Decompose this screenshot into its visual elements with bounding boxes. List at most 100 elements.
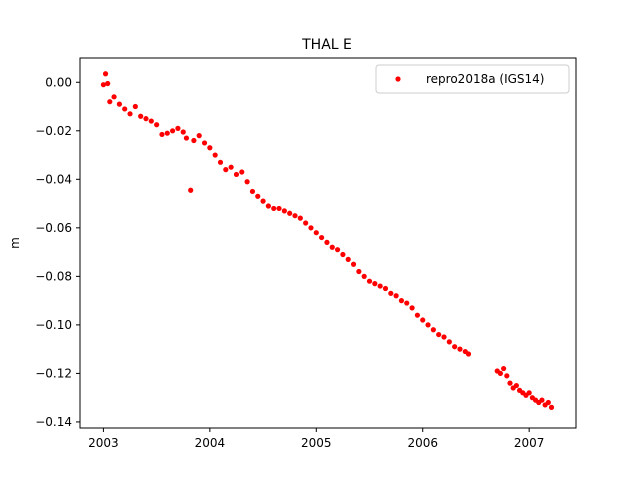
data-point-69 [452, 344, 458, 350]
data-point-42 [308, 225, 314, 231]
legend-marker [395, 76, 401, 82]
data-points [100, 71, 555, 410]
data-point-20 [191, 137, 197, 144]
y-tick-label: −0.14 [35, 415, 72, 429]
data-point-8 [132, 103, 138, 110]
data-point-4 [111, 94, 117, 100]
x-tick-label: 2005 [301, 436, 332, 450]
data-point-61 [409, 305, 415, 311]
y-tick-label: −0.04 [35, 172, 72, 186]
data-point-21 [196, 133, 202, 139]
data-point-48 [340, 251, 346, 258]
data-point-89 [545, 399, 551, 406]
data-point-22 [201, 140, 208, 146]
data-point-35 [271, 205, 277, 212]
data-point-90 [548, 404, 555, 410]
data-point-64 [425, 322, 431, 328]
data-point-13 [159, 131, 165, 138]
y-axis-ticks: 0.00 −0.02 −0.04 −0.06 −0.08 −0.10 −0.12 −0.14 [35, 75, 80, 429]
data-point-53 [366, 278, 373, 284]
x-tick-label: 2006 [407, 436, 438, 450]
data-point-51 [356, 268, 362, 275]
data-point-23 [207, 145, 213, 151]
y-tick-label: −0.12 [35, 366, 72, 380]
data-point-25 [217, 159, 224, 165]
legend-label: repro2018a (IGS14) [426, 72, 544, 86]
y-tick-label: −0.02 [35, 124, 72, 138]
data-point-38 [287, 210, 293, 216]
data-point-39 [292, 213, 298, 219]
data-point-1 [102, 71, 109, 77]
data-point-15 [170, 128, 176, 134]
data-point-54 [372, 281, 378, 287]
x-tick-label: 2003 [88, 436, 119, 450]
data-point-76 [504, 373, 510, 379]
data-point-17 [180, 129, 186, 135]
chart-title: THAL E [301, 37, 352, 53]
data-point-47 [334, 247, 341, 253]
data-point-40 [297, 215, 303, 221]
y-tick-label: −0.06 [35, 221, 72, 235]
data-point-30 [244, 179, 250, 185]
data-point-43 [313, 230, 319, 236]
data-point-46 [329, 244, 335, 250]
data-point-36 [276, 205, 282, 212]
data-point-33 [260, 198, 266, 204]
legend-box [375, 64, 570, 94]
data-point-6 [122, 106, 128, 112]
data-point-0 [100, 82, 107, 88]
data-point-60 [404, 300, 410, 306]
data-point-29 [239, 169, 245, 175]
data-point-31 [249, 188, 256, 195]
y-tick-label: 0.00 [45, 75, 72, 89]
data-point-3 [107, 99, 113, 105]
x-axis-ticks: 2003 2004 2005 2006 2007 [88, 428, 544, 450]
data-point-49 [345, 256, 351, 262]
x-tick-label: 2007 [514, 436, 545, 450]
data-point-11 [148, 118, 154, 124]
data-point-62 [414, 312, 421, 318]
data-point-55 [377, 283, 383, 289]
y-tick-label: −0.10 [35, 318, 72, 332]
data-point-41 [303, 220, 309, 226]
data-point-37 [281, 208, 287, 214]
data-point-26 [223, 167, 229, 173]
data-point-72 [465, 351, 472, 357]
data-point-45 [324, 239, 330, 245]
data-point-27 [228, 164, 234, 170]
data-point-14 [164, 130, 170, 136]
data-point-56 [382, 285, 389, 292]
data-point-58 [393, 293, 399, 299]
data-point-34 [265, 203, 271, 209]
data-point-83 [526, 390, 532, 396]
legend: repro2018a (IGS14) [375, 64, 570, 94]
data-point-24 [212, 152, 218, 158]
data-point-19 [188, 187, 194, 193]
data-point-18 [183, 135, 190, 141]
data-point-2 [105, 80, 111, 87]
data-point-75 [501, 365, 507, 372]
data-point-57 [388, 290, 394, 296]
data-point-32 [255, 193, 261, 199]
data-point-74 [497, 370, 504, 377]
data-point-79 [513, 382, 519, 389]
data-point-77 [507, 380, 513, 386]
data-point-10 [143, 116, 149, 122]
data-point-67 [441, 334, 447, 340]
data-point-52 [361, 273, 367, 279]
data-point-44 [319, 234, 325, 241]
data-point-9 [138, 113, 144, 119]
data-point-28 [233, 171, 240, 178]
data-point-65 [430, 327, 436, 333]
y-axis-label: m [8, 237, 22, 249]
data-point-50 [350, 261, 357, 267]
data-point-70 [457, 346, 463, 352]
x-tick-label: 2004 [195, 436, 226, 450]
data-point-5 [116, 101, 122, 107]
data-point-66 [436, 331, 442, 338]
data-point-59 [398, 298, 405, 304]
data-point-68 [446, 339, 452, 345]
data-point-63 [420, 317, 426, 323]
